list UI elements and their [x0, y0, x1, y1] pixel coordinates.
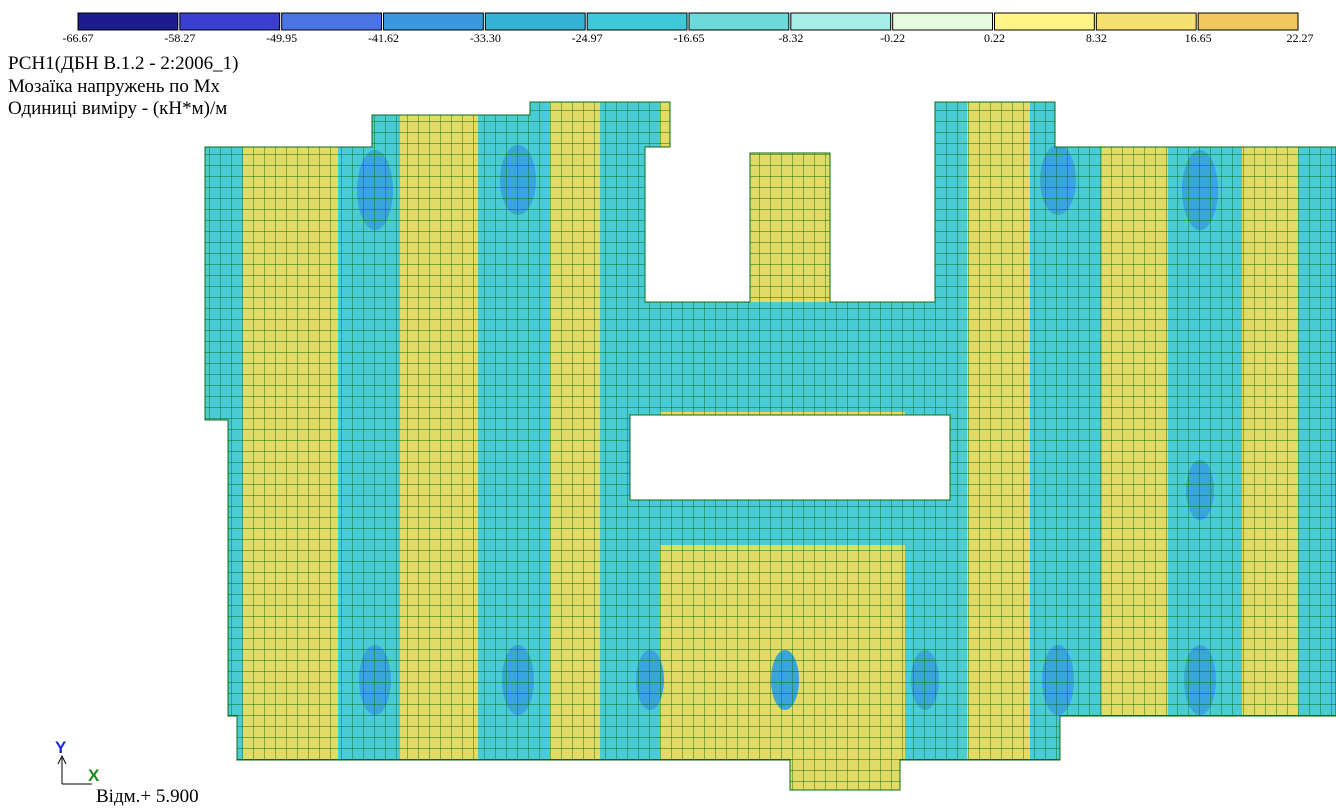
- level-label: Відм.+ 5.900: [96, 786, 199, 807]
- header-line: Мозаїка напружень по Mx: [8, 76, 220, 97]
- legend-swatch: [1096, 13, 1196, 30]
- legend-label: 16.65: [1185, 31, 1212, 45]
- legend-label: -66.67: [63, 31, 94, 45]
- legend-label: -41.62: [368, 31, 399, 45]
- legend-label: 0.22: [984, 31, 1005, 45]
- legend-label: -33.30: [470, 31, 501, 45]
- legend-swatch: [893, 13, 993, 30]
- legend-label: -24.97: [572, 31, 603, 45]
- legend-swatch: [485, 13, 585, 30]
- legend-label: -16.65: [674, 31, 705, 45]
- legend-swatch: [689, 13, 789, 30]
- legend-label: 22.27: [1287, 31, 1314, 45]
- legend-label: -0.22: [880, 31, 905, 45]
- legend-swatch: [180, 13, 280, 30]
- legend-swatch: [1198, 13, 1298, 30]
- legend-label: -49.95: [266, 31, 297, 45]
- legend-label: 8.32: [1086, 31, 1107, 45]
- plate: [200, 100, 1336, 800]
- legend-swatch: [384, 13, 484, 30]
- legend-swatch: [587, 13, 687, 30]
- legend-swatch: [995, 13, 1095, 30]
- axis-y-label: Y: [55, 738, 67, 757]
- legend-label: -58.27: [164, 31, 195, 45]
- header-line: РСН1(ДБН В.1.2 - 2:2006_1): [8, 53, 238, 74]
- legend-swatch: [78, 13, 178, 30]
- screen: РСН1(ДБН В.1.2 - 2:2006_1) Мозаїка напру…: [0, 0, 1336, 808]
- legend-swatch: [282, 13, 382, 30]
- axis-x-label: X: [88, 766, 100, 785]
- mosaic-view: РСН1(ДБН В.1.2 - 2:2006_1) Мозаїка напру…: [0, 0, 1336, 808]
- header-line: Одиниці виміру - (кН*м)/м: [8, 98, 227, 119]
- legend-swatch: [791, 13, 891, 30]
- legend-label: -8.32: [778, 31, 803, 45]
